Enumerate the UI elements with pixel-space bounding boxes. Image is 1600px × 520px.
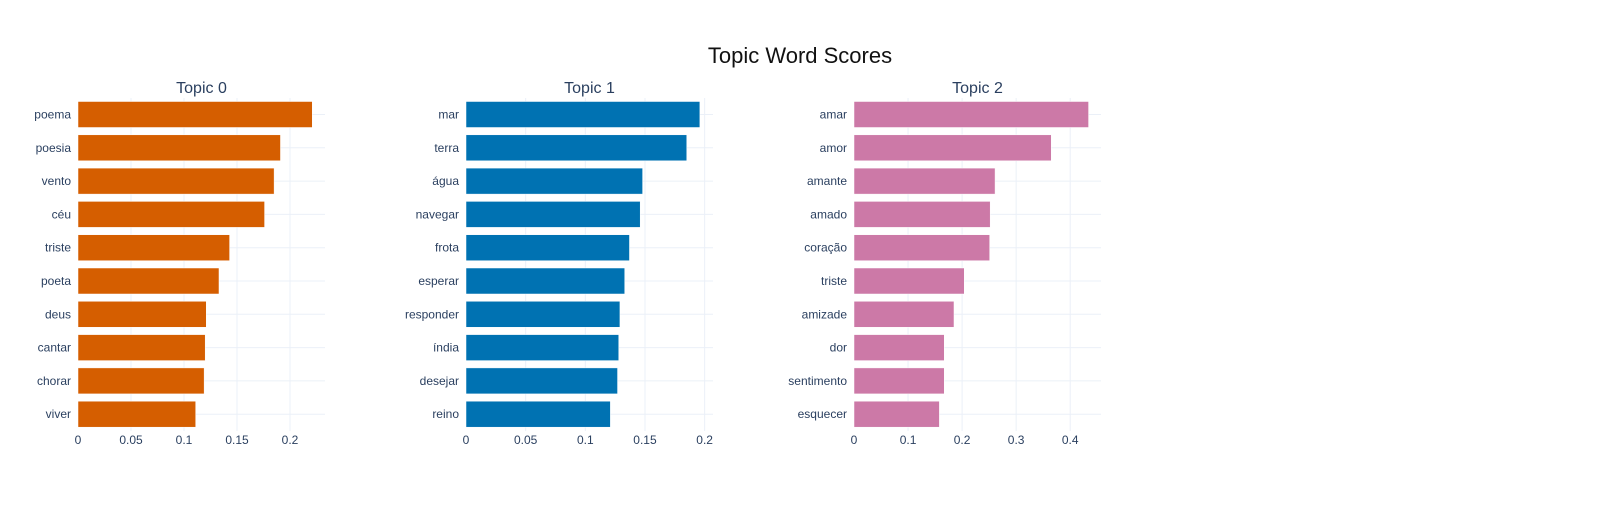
category-label: amante [807,174,847,188]
subplot-topic-1: Topic 1 mar terra água navegar frota esperar re… [405,80,713,447]
bar-esquecer [853,400,940,428]
bar-amor [853,134,1052,162]
category-label: terra [434,141,459,155]
bar-poeta [77,267,220,295]
category-label: sentimento [788,374,847,388]
bar-navegar [465,201,641,228]
x-tick-label: 0.05 [119,433,143,447]
category-label: desejar [420,374,459,388]
category-label: esperar [418,274,459,288]
category-label: deus [45,307,71,321]
bar-viver [77,400,196,428]
bar-amar [853,101,1089,128]
category-label: amizade [802,307,848,321]
category-label: índia [433,341,459,355]
category-label: viver [46,407,71,421]
bar-reino [465,400,611,428]
bar-desejar [465,367,618,395]
category-label: amor [820,141,847,155]
x-tick-label: 0 [75,433,82,447]
category-label: esquecer [798,407,847,421]
category-label: frota [435,241,459,255]
subplot-title: Topic 2 [952,80,1003,97]
category-label: mar [438,108,459,122]
x-tick-label: 0.15 [633,433,657,447]
bar-chorar [77,367,205,395]
figure-title: Topic Word Scores [707,43,893,68]
bar-deus [77,301,207,328]
x-tick-label: 0.2 [696,433,713,447]
category-label: chorar [37,374,71,388]
bar-esperar [465,267,625,295]
bar-amizade [853,301,955,328]
subplot-topic-2: Topic 2 amar amor amante amado coração triste a… [788,80,1101,447]
bar-terra [465,134,687,162]
category-label: responder [405,307,459,321]
subplot-topic-0: Topic 0 poema poesia vento céu triste poeta deu… [34,80,325,447]
x-tick-label: 0.3 [1008,433,1025,447]
bar-coração [853,234,990,261]
bar-céu [77,201,265,228]
category-label: amar [820,108,847,122]
bar-responder [465,301,621,328]
x-tick-label: 0.2 [954,433,971,447]
category-label: cantar [38,341,71,355]
bar-cantar [77,334,206,361]
category-label: triste [45,241,71,255]
bar-triste [853,267,965,295]
category-label: amado [810,207,847,221]
bar-amante [853,167,996,195]
category-label: vento [42,174,72,188]
bar-poesia [77,134,281,162]
bar-índia [465,334,619,361]
category-label: céu [52,207,71,221]
bar-vento [77,167,275,195]
x-tick-label: 0.15 [225,433,249,447]
category-label: dor [830,341,847,355]
category-label: poesia [36,141,72,155]
category-label: navegar [416,207,459,221]
x-tick-label: 0.1 [900,433,917,447]
x-tick-label: 0.05 [514,433,538,447]
bar-frota [465,234,630,261]
x-tick-label: 0.4 [1062,433,1079,447]
category-label: poema [34,108,71,122]
subplot-title: Topic 0 [176,80,227,97]
subplot-title: Topic 1 [564,80,615,97]
bar-mar [465,101,701,128]
category-label: triste [821,274,847,288]
x-tick-label: 0.2 [282,433,299,447]
x-tick-label: 0.1 [176,433,193,447]
bar-poema [77,101,313,128]
bar-dor [853,334,945,361]
category-label: coração [804,241,847,255]
bar-água [465,167,643,195]
x-tick-label: 0 [851,433,858,447]
bar-sentimento [853,367,945,395]
x-tick-label: 0.1 [577,433,594,447]
x-tick-label: 0 [463,433,470,447]
category-label: água [432,174,459,188]
category-label: poeta [41,274,71,288]
bar-triste [77,234,230,261]
category-label: reino [432,407,459,421]
bar-amado [853,201,991,228]
